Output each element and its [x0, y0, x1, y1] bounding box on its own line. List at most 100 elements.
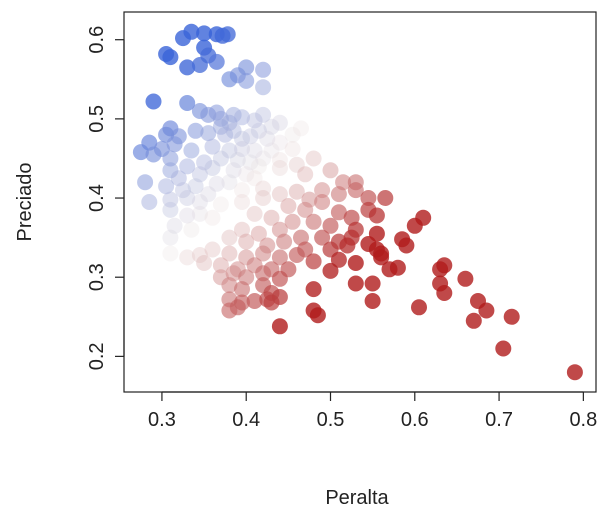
data-point: [314, 229, 331, 246]
data-point: [225, 162, 242, 179]
data-point: [406, 217, 423, 234]
data-point: [495, 340, 512, 357]
x-tick-label: 0.7: [485, 409, 513, 431]
data-point: [255, 150, 272, 167]
data-point: [196, 154, 213, 171]
data-point: [183, 221, 200, 238]
data-point: [255, 190, 272, 206]
data-point: [204, 160, 221, 176]
data-point: [411, 299, 427, 316]
data-point: [347, 182, 364, 199]
data-point: [238, 72, 255, 89]
data-point: [364, 275, 381, 292]
data-point: [179, 190, 196, 206]
x-axis-label: Peralta: [325, 487, 389, 508]
data-point: [242, 154, 259, 171]
data-point: [271, 152, 288, 168]
data-point: [255, 106, 272, 123]
data-point: [238, 233, 255, 250]
data-point: [255, 180, 272, 197]
data-point: [183, 142, 200, 159]
data-point: [478, 302, 495, 319]
data-point: [322, 217, 339, 234]
data-point: [330, 186, 347, 203]
data-point: [208, 175, 225, 192]
data-point: [175, 182, 191, 199]
data-point: [246, 293, 263, 309]
data-point: [250, 225, 267, 242]
data-point: [246, 170, 263, 187]
data-point: [263, 142, 280, 159]
data-point: [196, 255, 213, 271]
data-point: [398, 237, 415, 254]
x-tick-label: 0.4: [232, 409, 260, 431]
x-axis: 0.3 0.4 0.5 0.6 0.7 0.8: [148, 391, 597, 431]
data-point: [162, 201, 179, 218]
y-tick-label: 0.2: [86, 342, 108, 370]
data-point: [503, 308, 520, 325]
data-point: [246, 112, 263, 129]
y-tick-label: 0.3: [86, 263, 108, 291]
data-point: [179, 207, 196, 224]
data-point: [246, 205, 263, 222]
data-point: [221, 71, 238, 88]
data-point: [242, 128, 259, 145]
data-point: [145, 146, 162, 163]
data-point: [297, 166, 314, 183]
data-point: [225, 106, 242, 123]
data-point: [322, 162, 339, 179]
data-point: [162, 229, 179, 246]
data-point: [238, 166, 255, 183]
data-point: [305, 253, 322, 270]
data-point: [255, 265, 272, 282]
data-point: [212, 150, 229, 167]
data-point: [191, 194, 208, 210]
data-point: [250, 122, 267, 139]
y-axis: 0.2 0.3 0.4 0.5 0.6: [86, 26, 125, 370]
data-point: [219, 26, 236, 43]
data-point: [145, 93, 162, 110]
data-point: [221, 142, 238, 159]
data-point: [347, 275, 364, 292]
data-point: [314, 182, 331, 199]
data-point: [234, 281, 250, 298]
data-point: [179, 158, 196, 175]
y-tick-label: 0.6: [86, 26, 108, 54]
data-point: [179, 59, 196, 76]
data-point: [566, 364, 583, 381]
data-point: [234, 141, 250, 157]
data-point: [309, 307, 326, 324]
data-point: [305, 281, 322, 298]
data-point: [271, 134, 288, 151]
data-point: [360, 190, 377, 206]
data-point: [330, 204, 347, 221]
data-point: [162, 150, 179, 167]
data-point: [293, 120, 309, 137]
y-tick-label: 0.4: [86, 184, 108, 212]
data-point: [368, 207, 385, 224]
data-point: [364, 293, 381, 309]
data-point: [263, 294, 280, 311]
data-point: [305, 150, 322, 167]
data-point: [221, 277, 238, 294]
data-point: [187, 178, 204, 195]
data-point: [196, 25, 213, 42]
data-point: [200, 186, 217, 203]
data-point: [389, 259, 406, 276]
data-point: [271, 249, 288, 266]
data-point: [284, 141, 301, 157]
data-point: [436, 285, 453, 301]
data-point: [166, 217, 183, 234]
data-point: [288, 247, 305, 263]
data-point: [271, 160, 288, 176]
data-point: [263, 118, 280, 135]
data-point: [162, 245, 179, 262]
data-point: [250, 158, 267, 175]
data-point: [271, 114, 288, 131]
data-point: [221, 229, 238, 246]
data-point: [234, 194, 250, 210]
data-point: [271, 186, 288, 203]
data-point: [141, 194, 158, 210]
x-tick-label: 0.3: [148, 409, 176, 431]
